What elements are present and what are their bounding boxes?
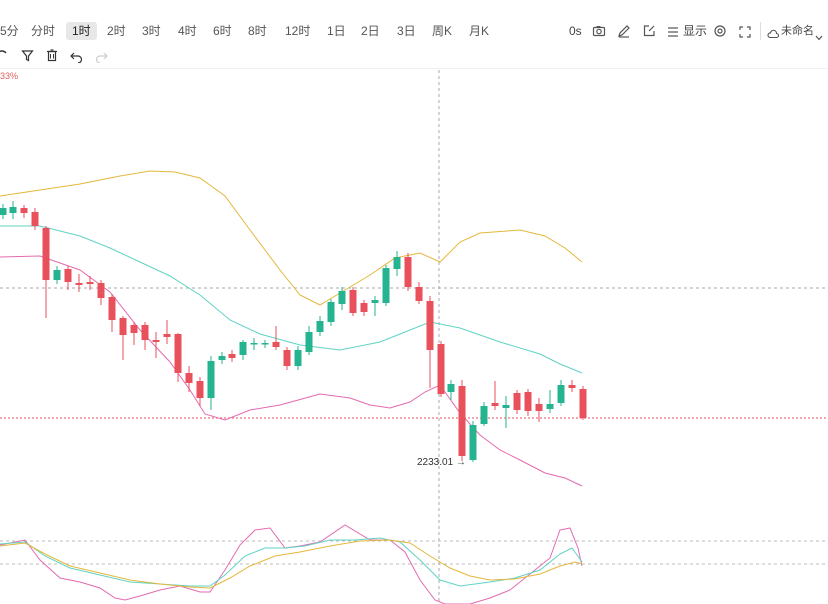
timeframe-3h[interactable]: 3时 [142,24,161,38]
candle-body [174,334,182,373]
candle-body [480,406,488,424]
candle-body [327,302,335,322]
candle-body [75,283,83,285]
candle-body [261,343,269,345]
change-percent: 33% [0,71,19,81]
boll-upper-line [0,170,583,306]
redo-icon[interactable] [95,50,108,68]
candle-body [535,404,543,411]
layout-name[interactable]: 未命名 [781,25,814,37]
candle-body [316,321,324,332]
pen-icon[interactable] [617,24,631,43]
boll-mid-line [0,225,583,374]
candle-body [305,332,313,352]
timeframe-6h[interactable]: 6时 [213,24,232,38]
candle-body [152,340,160,342]
candle-body [568,385,576,388]
timeframe-3d[interactable]: 3日 [397,24,416,38]
timeframe-5m[interactable]: 5分 [0,24,19,38]
list-icon[interactable] [667,25,679,43]
timeframe-timeshare[interactable]: 分时 [31,24,56,38]
candle-body [502,405,510,408]
low-price-value: 2233.01 [417,457,454,468]
timeframe-month[interactable]: 月K [469,24,490,38]
candle-body [185,373,193,383]
timeframe-week[interactable]: 周K [432,24,453,38]
camera-icon[interactable] [592,24,606,43]
candle-body [272,342,280,347]
timeframe-2d[interactable]: 2日 [361,24,380,38]
boll-lower-line [0,255,583,487]
candle-body [294,350,302,366]
candle-body [207,361,215,398]
candle-body [491,403,499,406]
candle-body [119,318,127,335]
timeframe-4h[interactable]: 4时 [178,24,197,38]
candle-body [218,356,226,360]
candle-body [97,283,105,298]
candle-body [524,392,532,411]
fullscreen-icon[interactable] [739,25,751,43]
candle-body [437,344,445,394]
timeframe-2h[interactable]: 2时 [107,24,126,38]
candle-body [371,300,379,303]
candle-body [86,282,94,284]
candle-body [9,207,17,213]
filter-icon[interactable] [21,49,34,67]
candle-body [469,425,477,460]
candle-body [20,208,28,213]
toolbar-divider [760,22,761,40]
candle-body [458,386,466,456]
candle-body [250,343,258,345]
candle-body [426,301,434,350]
seconds-toggle[interactable]: 0s [569,24,582,38]
candle-body [415,287,423,301]
cloud-icon[interactable] [767,26,780,44]
chart-toolbar: 5分 分时 1时 2时 3时 4时 6时 8时 12时 1日 2日 3日 周K … [0,0,828,44]
candle-body [64,269,72,282]
candle-body [338,291,346,304]
candle-body [349,290,357,313]
candle-body [404,257,412,287]
candle-body [108,297,116,320]
display-button[interactable]: 显示 [683,24,708,38]
candle-body [130,325,138,333]
low-price-label: 2233.01 → [417,457,466,468]
candle-body [579,389,587,418]
candlestick-series [0,201,587,462]
candle-body [447,384,455,392]
candle-body [283,350,291,366]
kdj-k-line [0,537,583,587]
candle-body [163,334,171,337]
candle-body [196,381,204,398]
kdj-d-line [0,539,583,589]
candle-body [228,354,236,358]
timeframe-12h[interactable]: 12时 [285,24,311,38]
candle-body [141,325,149,340]
magnet-icon[interactable] [0,49,8,68]
timeframe-8h[interactable]: 8时 [248,24,267,38]
timeframe-1d[interactable]: 1日 [327,24,346,38]
candle-body [53,270,61,280]
trash-icon[interactable] [46,49,58,67]
candle-body [557,385,565,403]
candle-body [382,268,390,303]
candle-body [393,257,401,269]
candle-body [42,228,50,280]
gear-icon[interactable] [713,24,727,43]
candle-body [0,208,7,215]
candle-body [513,393,521,410]
chevron-down-icon[interactable] [815,28,823,46]
candle-body [239,342,247,355]
candle-body [546,404,554,409]
undo-icon[interactable] [70,50,83,68]
toolbar-separator [0,68,828,69]
candle-body [360,303,368,312]
edit-box-icon[interactable] [642,24,656,43]
timeframe-1h[interactable]: 1时 [66,22,97,40]
candle-body [31,212,39,226]
